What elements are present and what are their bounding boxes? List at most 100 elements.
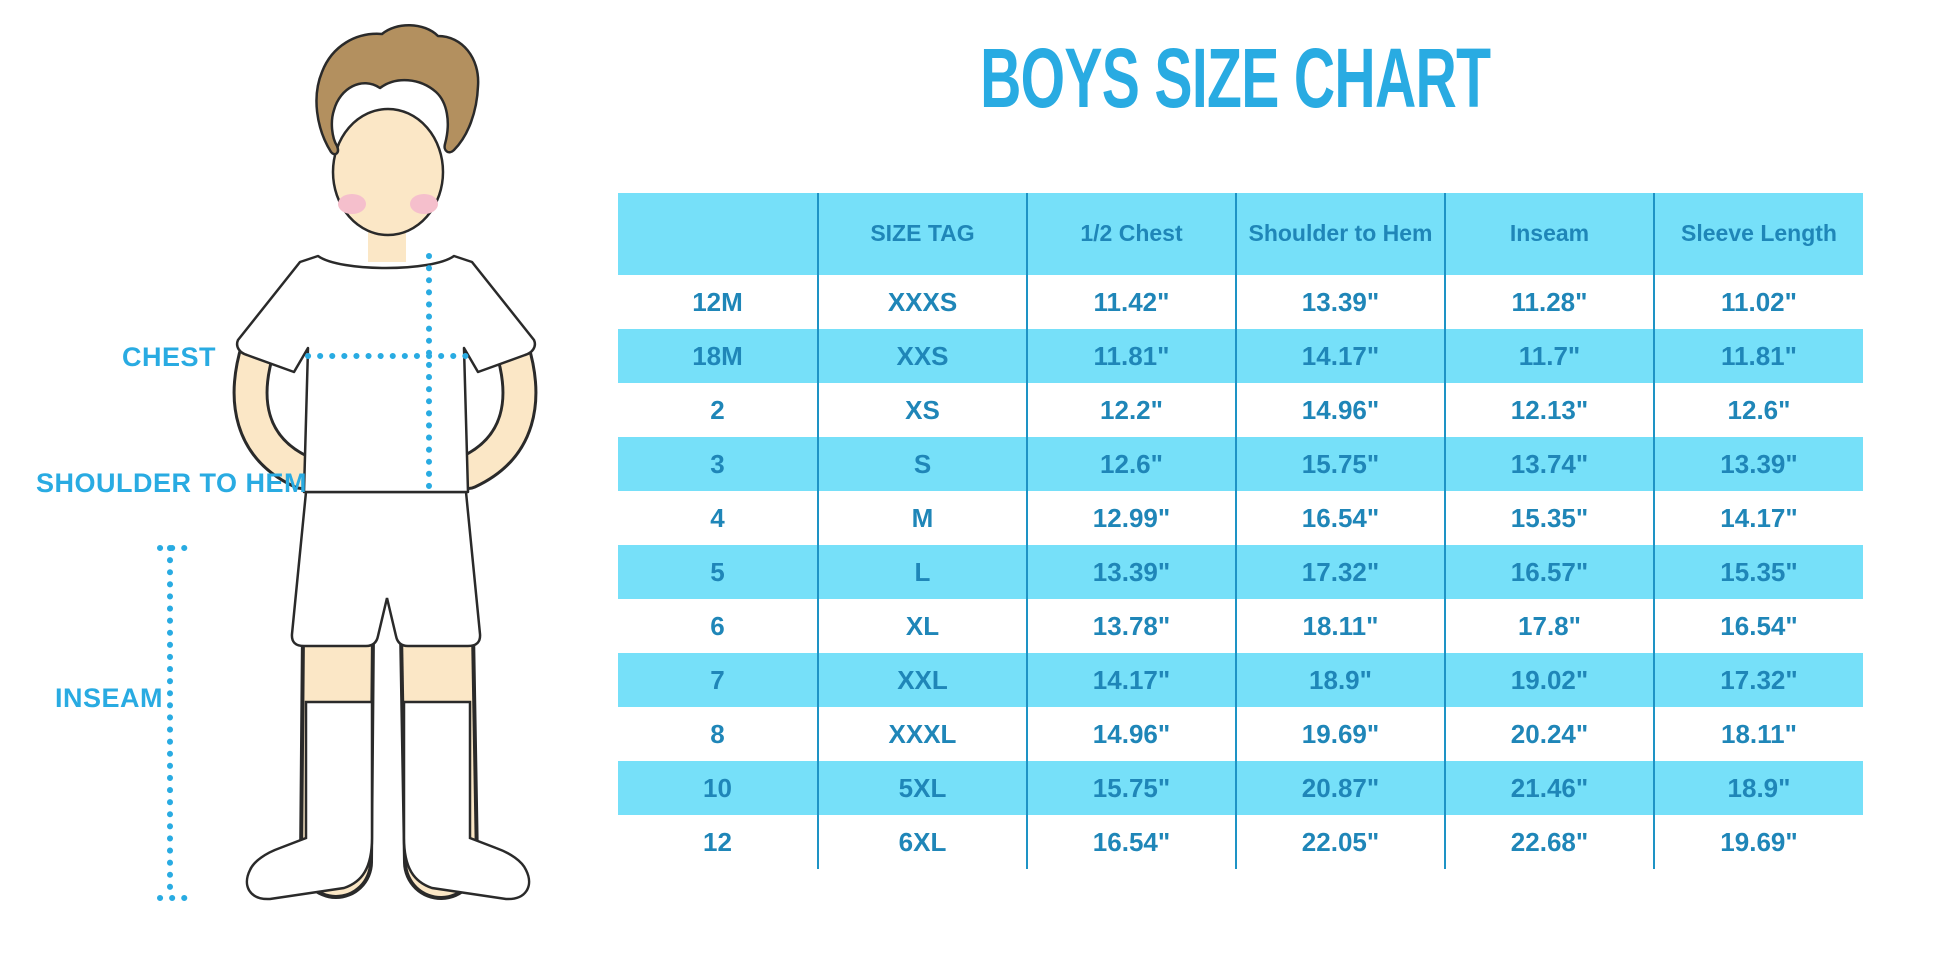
table-row: 8 XXXL 14.96" 19.69" 20.24" 18.11" xyxy=(618,707,1863,761)
table-cell: 19.69" xyxy=(1235,707,1445,761)
table-cell: 18.11" xyxy=(1653,707,1863,761)
table-cell: 11.02" xyxy=(1653,275,1863,329)
table-cell: 5 xyxy=(618,545,818,599)
boy-hair xyxy=(315,24,480,156)
table-cell: 17.8" xyxy=(1444,599,1654,653)
table-cell: 16.54" xyxy=(1653,599,1863,653)
table-row: 7 XXL 14.17" 18.9" 19.02" 17.32" xyxy=(618,653,1863,707)
page-title-text: BOYS SIZE CHART xyxy=(979,31,1491,125)
boy-blush xyxy=(338,194,438,214)
table-cell: 17.32" xyxy=(1653,653,1863,707)
table-cell: 13.39" xyxy=(1653,437,1863,491)
table-cell: 19.02" xyxy=(1444,653,1654,707)
table-cell: 18.9" xyxy=(1235,653,1445,707)
table-cell: 22.68" xyxy=(1444,815,1654,869)
boy-face xyxy=(331,107,445,237)
table-cell: 15.35" xyxy=(1444,491,1654,545)
size-table-body: 12M XXXS 11.42" 13.39" 11.28" 11.02" 18M XXS 11.… xyxy=(618,275,1863,869)
table-cell: 11.7" xyxy=(1444,329,1654,383)
table-cell: 12.99" xyxy=(1026,491,1236,545)
table-cell: 16.54" xyxy=(1026,815,1236,869)
table-cell: 10 xyxy=(618,761,818,815)
table-cell: 6 xyxy=(710,610,725,641)
table-cell: 15.35" xyxy=(1653,545,1863,599)
col-header-shoulder-hem: Shoulder to Hem xyxy=(1235,193,1445,275)
table-cell: 18M xyxy=(618,329,818,383)
table-cell: 21.46" xyxy=(1444,761,1654,815)
col-header-blank xyxy=(618,193,818,275)
table-cell: 22.05" xyxy=(1235,815,1445,869)
table-cell: 13.39" xyxy=(1026,545,1236,599)
col-header-half-chest: 1/2 Chest xyxy=(1026,193,1236,275)
page-title: BOYS SIZE CHART xyxy=(610,30,1860,127)
table-header-row: SIZE TAG 1/2 Chest Shoulder to Hem Insea… xyxy=(618,193,1863,275)
table-cell: XXL xyxy=(817,653,1027,707)
table-cell: 17.32" xyxy=(1235,545,1445,599)
table-row: 12 6XL 16.54" 22.05" 22.68" 19.69" xyxy=(618,815,1863,869)
table-row: 2 XS 12.2" 14.96" 12.13" 12.6" xyxy=(618,383,1863,437)
table-cell: XL xyxy=(817,599,1027,653)
table-cell: S xyxy=(817,437,1027,491)
table-row: 18M XXS 11.81" 14.17" 11.7" 11.81" xyxy=(618,329,1863,383)
col-header-size-tag: SIZE TAG xyxy=(817,193,1027,275)
table-cell: 14.17" xyxy=(1235,329,1445,383)
table-cell: XXXS xyxy=(817,275,1027,329)
table-cell: 20.87" xyxy=(1235,761,1445,815)
table-cell: 13.78" xyxy=(1026,599,1236,653)
table-cell: 18.11" xyxy=(1235,599,1445,653)
table-row: 4 M 12.99" 16.54" 15.35" 14.17" xyxy=(618,491,1863,545)
table-cell: 12M xyxy=(692,286,743,317)
table-cell: XS xyxy=(817,383,1027,437)
table-cell: 12.2" xyxy=(1026,383,1236,437)
table-cell: 8 xyxy=(710,718,725,749)
table-cell: 20.24" xyxy=(1444,707,1654,761)
col-header-inseam: Inseam xyxy=(1444,193,1654,275)
table-cell: 16.57" xyxy=(1444,545,1654,599)
table-cell: 13.74" xyxy=(1444,437,1654,491)
table-cell: 15.75" xyxy=(1235,437,1445,491)
shoulder-to-hem-label: SHOULDER TO HEM xyxy=(36,468,308,498)
table-cell: 4 xyxy=(710,502,725,533)
table-cell: 3 xyxy=(618,437,818,491)
table-cell: 12 xyxy=(703,826,732,857)
table-cell: L xyxy=(817,545,1027,599)
chest-label: CHEST xyxy=(122,342,217,372)
table-cell: XXXL xyxy=(817,707,1027,761)
table-row: 3 S 12.6" 15.75" 13.74" 13.39" xyxy=(618,437,1863,491)
size-table: SIZE TAG 1/2 Chest Shoulder to Hem Insea… xyxy=(618,193,1863,869)
table-cell: 12.6" xyxy=(1653,383,1863,437)
boy-measurement-diagram xyxy=(157,24,538,901)
table-cell: 13.39" xyxy=(1235,275,1445,329)
table-cell: 11.28" xyxy=(1444,275,1654,329)
table-cell: XXS xyxy=(817,329,1027,383)
boy-shirt xyxy=(235,254,537,494)
col-header-sleeve: Sleeve Length xyxy=(1653,193,1863,275)
table-cell: 19.69" xyxy=(1653,815,1863,869)
table-cell: 11.81" xyxy=(1653,329,1863,383)
table-cell: 14.96" xyxy=(1235,383,1445,437)
table-row: 5 L 13.39" 17.32" 16.57" 15.35" xyxy=(618,545,1863,599)
table-cell: 6XL xyxy=(817,815,1027,869)
table-cell: 14.17" xyxy=(1653,491,1863,545)
table-cell: 18.9" xyxy=(1653,761,1863,815)
table-cell: 16.54" xyxy=(1235,491,1445,545)
table-cell: 11.42" xyxy=(1026,275,1236,329)
table-cell: 11.81" xyxy=(1026,329,1236,383)
table-cell: 14.96" xyxy=(1026,707,1236,761)
table-cell: 7 xyxy=(618,653,818,707)
boy-socks xyxy=(245,700,531,901)
inseam-label: INSEAM xyxy=(55,683,164,713)
table-cell: 5XL xyxy=(817,761,1027,815)
table-row: 12M XXXS 11.42" 13.39" 11.28" 11.02" xyxy=(618,275,1863,329)
table-cell: 2 xyxy=(710,394,725,425)
boy-arms xyxy=(232,330,538,490)
table-row: 6 XL 13.78" 18.11" 17.8" 16.54" xyxy=(618,599,1863,653)
table-cell: 15.75" xyxy=(1026,761,1236,815)
table-row: 10 5XL 15.75" 20.87" 21.46" 18.9" xyxy=(618,761,1863,815)
table-cell: M xyxy=(817,491,1027,545)
table-cell: 14.17" xyxy=(1026,653,1236,707)
table-cell: 12.13" xyxy=(1444,383,1654,437)
table-cell: 12.6" xyxy=(1026,437,1236,491)
boy-shorts xyxy=(290,490,482,648)
